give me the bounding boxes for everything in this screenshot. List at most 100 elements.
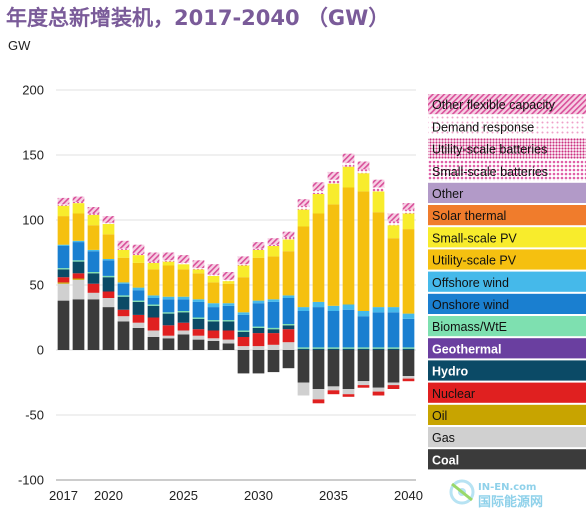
bar-segment-nuclear <box>57 277 70 283</box>
bar-segment-nuclear <box>192 329 205 336</box>
bar-segment-gas <box>87 292 100 300</box>
bar-segment-small-scale-pv <box>297 209 310 227</box>
bar-segment-small-scale-pv <box>57 205 70 217</box>
bar-segment-biomass-wte <box>207 320 220 322</box>
bar-segment-biomass-wte <box>327 347 340 349</box>
bar-segment-onshore-wind <box>192 301 205 318</box>
legend-swatch-geothermal <box>428 338 586 359</box>
bar-segment-gas <box>57 283 70 301</box>
bar-segment-offshore-wind <box>147 295 160 298</box>
bar-segment-offshore-wind <box>192 299 205 302</box>
bar-segment-nuclear <box>387 385 400 389</box>
bar-segment-biomass-wte <box>372 347 385 349</box>
bar-segment-nuclear <box>177 322 190 331</box>
bar-segment-offshore-wind <box>342 304 355 310</box>
bar-segment-other-flexible-capacity <box>312 182 325 191</box>
bar-segment-hydro <box>57 269 70 278</box>
bar-segment-gas <box>177 330 190 335</box>
y-tick-label: 100 <box>22 213 44 228</box>
legend-label-other-flexible-capacity: Other flexible capacity <box>432 98 556 112</box>
legend-label-oil: Oil <box>432 409 447 423</box>
bar-segment-other-flexible-capacity <box>117 240 130 249</box>
bar-segment-hydro <box>282 325 295 330</box>
legend-label-coal: Coal <box>432 453 459 467</box>
bar-segment-biomass-wte <box>222 320 235 322</box>
bar-segment-small-scale-batteries <box>147 261 160 263</box>
legend-swatch-onshore-wind <box>428 293 586 314</box>
bar-segment-gas <box>372 387 385 392</box>
bar-segment-hydro <box>162 313 175 326</box>
bar-segment-small-scale-batteries <box>357 169 370 174</box>
bar-segment-offshore-wind <box>222 303 235 306</box>
bar-segment-onshore-wind <box>402 318 415 348</box>
bar-segment-small-scale-pv <box>147 262 160 270</box>
legend-swatch-other-flexible-capacity <box>428 94 586 115</box>
bar-segment-coal <box>147 337 160 350</box>
bar-segment-small-scale-batteries <box>177 262 190 265</box>
bar-segment-hydro <box>312 348 325 350</box>
chart-title: 年度总新增装机，2017-2040 （GW） <box>6 6 390 30</box>
bar-segment-onshore-wind <box>387 312 400 348</box>
bar-segment-biomass-wte <box>162 312 175 314</box>
bar-segment-gas <box>162 335 175 339</box>
bar-segment-coal <box>357 350 370 382</box>
bar-segment-gas <box>222 339 235 344</box>
bar-segment-biomass-wte <box>357 347 370 349</box>
bar-segment-hydro <box>147 305 160 318</box>
bar-segment-offshore-wind <box>72 240 85 243</box>
bar-segment-utility-scale-pv <box>237 277 250 313</box>
bar-segment-other-flexible-capacity <box>57 197 70 205</box>
legend-label-demand-response: Demand response <box>432 120 534 134</box>
bar-segment-hydro <box>237 331 250 337</box>
bar-segment-onshore-wind <box>162 299 175 313</box>
bar-segment-hydro <box>132 301 145 315</box>
legend-label-hydro: Hydro <box>432 365 468 379</box>
bar-segment-small-scale-batteries <box>207 274 220 276</box>
bar-segment-hydro <box>102 277 115 292</box>
bar-segment-utility-scale-pv <box>327 204 340 306</box>
bar-segment-offshore-wind <box>312 301 325 308</box>
bar-segment-small-scale-pv <box>327 183 340 205</box>
bar-segment-other-flexible-capacity <box>252 242 265 249</box>
bar-segment-nuclear <box>402 378 415 382</box>
bar-segment-gas <box>192 335 205 340</box>
bar-segment-small-scale-batteries <box>402 209 415 214</box>
bar-segment-biomass-wte <box>342 347 355 349</box>
bar-segment-hydro <box>372 348 385 350</box>
bar-segment-other-flexible-capacity <box>402 203 415 210</box>
bar-segment-biomass-wte <box>387 347 400 349</box>
bar-segment-coal <box>87 299 100 350</box>
bar-segment-small-scale-pv <box>342 166 355 188</box>
x-tick-label: 2030 <box>244 488 273 503</box>
bar-segment-nuclear <box>87 283 100 293</box>
bar-segment-utility-scale-pv <box>402 229 415 314</box>
legend-label-small-scale-pv: Small-scale PV <box>432 231 517 245</box>
bar-segment-hydro <box>207 321 220 331</box>
bar-segment-hydro <box>252 327 265 334</box>
bar-segment-nuclear <box>162 325 175 336</box>
bar-segment-gas <box>207 338 220 341</box>
bar-segment-offshore-wind <box>207 303 220 308</box>
legend-label-geothermal: Geothermal <box>432 342 501 356</box>
bar-segment-small-scale-pv <box>72 203 85 214</box>
bar-segment-onshore-wind <box>102 260 115 276</box>
bar-segment-offshore-wind <box>177 296 190 300</box>
legend-swatch-hydro <box>428 360 586 381</box>
bar-segment-coal <box>372 350 385 388</box>
legend-label-other: Other <box>432 187 463 201</box>
bar-segment-coal <box>132 327 145 350</box>
legend-label-utility-scale-pv: Utility-scale PV <box>432 254 517 268</box>
bar-segment-offshore-wind <box>162 296 175 300</box>
bar-segment-onshore-wind <box>207 307 220 321</box>
bar-segment-hydro <box>192 318 205 330</box>
bar-segment-hydro <box>327 348 340 350</box>
legend: Other flexible capacity Demand response Ut… <box>428 94 586 470</box>
bar-segment-gas <box>102 298 115 308</box>
bar-segment-onshore-wind <box>327 311 340 348</box>
bar-segment-small-scale-pv <box>267 246 280 257</box>
legend-swatch-small-scale-batteries <box>428 160 586 181</box>
bar-segment-onshore-wind <box>72 242 85 261</box>
bar-segment-nuclear <box>237 337 250 347</box>
bar-segment-utility-scale-pv <box>192 273 205 300</box>
bar-segment-coal <box>177 334 190 350</box>
